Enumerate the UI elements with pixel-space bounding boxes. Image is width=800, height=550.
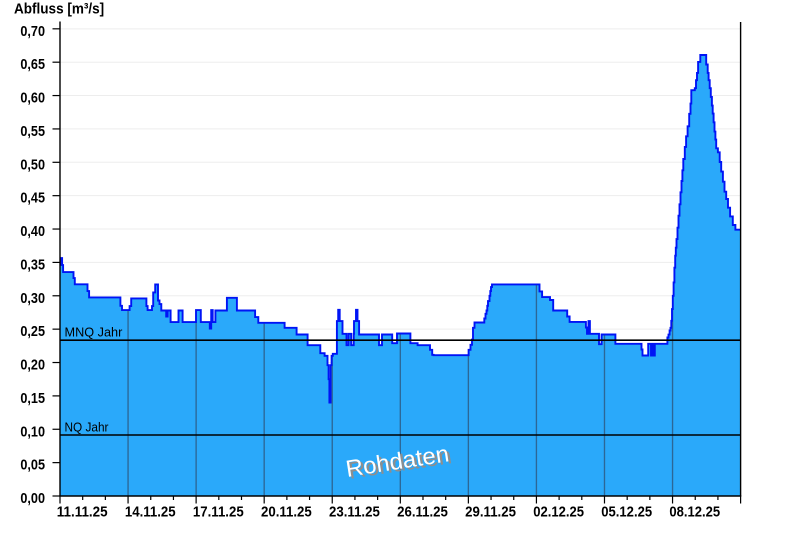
svg-text:0,30: 0,30: [20, 291, 45, 307]
svg-text:0,05: 0,05: [20, 458, 45, 474]
svg-text:0,20: 0,20: [20, 358, 45, 374]
svg-text:17.11.25: 17.11.25: [193, 504, 244, 521]
svg-text:08.12.25: 08.12.25: [669, 504, 720, 521]
svg-text:20.11.25: 20.11.25: [261, 504, 312, 521]
svg-text:0,00: 0,00: [20, 491, 45, 507]
svg-text:26.11.25: 26.11.25: [397, 504, 448, 521]
svg-text:11.11.25: 11.11.25: [57, 504, 108, 521]
svg-text:0,60: 0,60: [20, 91, 45, 107]
svg-text:MNQ Jahr: MNQ Jahr: [65, 326, 123, 340]
svg-text:14.11.25: 14.11.25: [125, 504, 176, 521]
svg-text:0,55: 0,55: [20, 124, 45, 140]
svg-text:0,15: 0,15: [20, 391, 45, 407]
svg-text:23.11.25: 23.11.25: [329, 504, 380, 521]
svg-text:Abfluss [m³/s]: Abfluss [m³/s]: [14, 1, 104, 18]
svg-text:29.11.25: 29.11.25: [465, 504, 516, 521]
svg-text:0,50: 0,50: [20, 157, 45, 173]
svg-text:02.12.25: 02.12.25: [533, 504, 584, 521]
svg-text:0,25: 0,25: [20, 324, 45, 340]
svg-text:0,10: 0,10: [20, 424, 45, 440]
svg-text:0,45: 0,45: [20, 191, 45, 207]
svg-text:0,65: 0,65: [20, 57, 45, 73]
svg-text:05.12.25: 05.12.25: [601, 504, 652, 521]
svg-text:NQ Jahr: NQ Jahr: [65, 421, 109, 435]
svg-text:0,40: 0,40: [20, 224, 45, 240]
svg-text:0,70: 0,70: [20, 24, 45, 40]
svg-text:0,35: 0,35: [20, 257, 45, 273]
